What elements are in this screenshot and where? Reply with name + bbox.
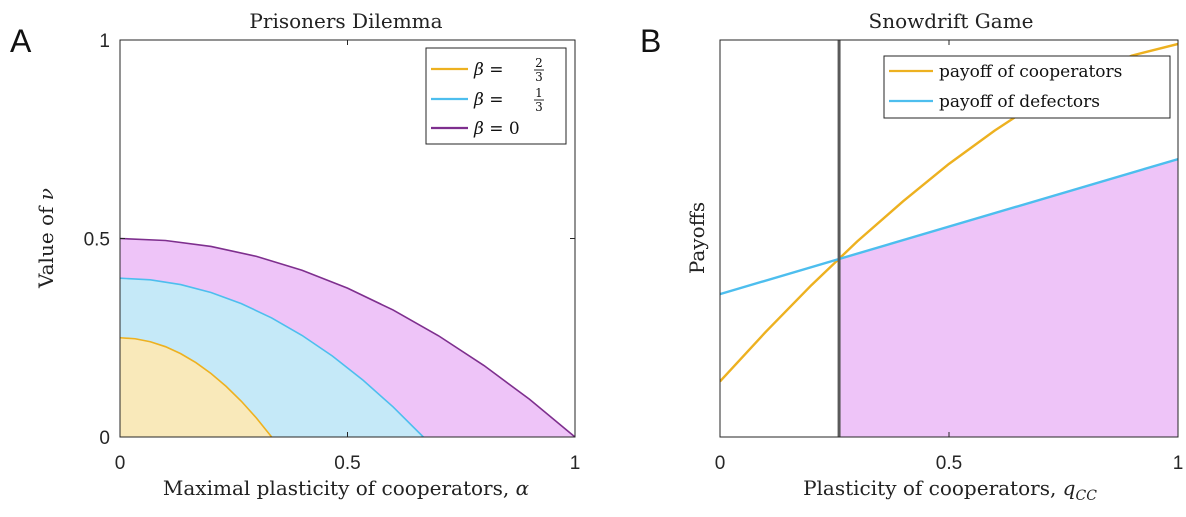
y-tick-label-a-0: 0: [99, 428, 110, 449]
legend-beta-2-3-den: 3: [535, 70, 543, 84]
area-line-0: [119, 237, 576, 438]
legend-b: payoff of cooperators payoff of defector…: [883, 55, 1171, 119]
x-tick-label-b-1: 0.5: [936, 453, 962, 474]
line-payoff-of-defectors: [720, 157, 1178, 296]
legend-label-defectors: payoff of defectors: [939, 92, 1100, 112]
legend-a: β = 2 3 β = 1 3 β = 0: [425, 47, 567, 145]
legend-item-cooperators: payoff of cooperators: [889, 62, 1122, 82]
x-axis-label-a-symbol: α: [516, 476, 530, 500]
x-tick-label-a-0: 0: [115, 453, 126, 474]
legend-label-beta-1-3: β =: [473, 90, 503, 110]
x-axis-label-b: Plasticity of cooperators, qCC: [803, 476, 1097, 504]
panel-letter-b: B: [640, 23, 661, 59]
legend-item-beta-2-3: β = 2 3: [431, 56, 544, 84]
x-tick-label-b-0: 0: [715, 453, 726, 474]
defector-advantage-region: [839, 159, 1178, 437]
legend-beta-0-prefix: β =: [473, 119, 509, 139]
x-axis-label-a: Maximal plasticity of cooperators, α: [163, 476, 530, 500]
area-line-2-3: [119, 336, 273, 438]
legend-item-beta-0: β = 0: [431, 119, 520, 139]
area-lines-a: [119, 237, 576, 438]
ticks-a: 0 0.5 1 0 0.5 1: [84, 31, 581, 474]
ticks-b: 0 0.5 1: [715, 40, 1184, 474]
legend-beta-0-value: 0: [509, 119, 520, 139]
legend-beta-1-3-num: 1: [535, 86, 543, 100]
x-tick-label-a-1: 0.5: [334, 453, 360, 474]
legend-b-box: [883, 55, 1171, 119]
panel-b: B Snowdrift Game 0 0.5 1 Plasticity of coo…: [640, 9, 1183, 504]
y-axis-label-a-text: Value of: [34, 200, 58, 289]
legend-beta-1-3-den: 3: [535, 100, 543, 114]
legend-beta-1-3-prefix: β =: [473, 90, 503, 110]
x-tick-label-b-2: 1: [1173, 453, 1184, 474]
panel-letter-a: A: [10, 23, 32, 59]
chart-title-b: Snowdrift Game: [869, 9, 1034, 33]
x-axis-label-b-text: Plasticity of cooperators,: [803, 476, 1063, 500]
area-fill-2-3: [120, 337, 272, 437]
legend-beta-2-3-num: 2: [535, 56, 543, 70]
legend-item-defectors: payoff of defectors: [889, 92, 1100, 112]
legend-label-beta-2-3: β =: [473, 60, 503, 80]
legend-item-beta-1-3: β = 1 3: [431, 86, 544, 114]
x-tick-label-a-2: 1: [570, 453, 581, 474]
legend-beta-2-3-prefix: β =: [473, 60, 503, 80]
y-axis-label-a: Value of ν: [34, 188, 58, 289]
x-axis-label-b-symbol: q: [1063, 476, 1076, 500]
area-line-1-3: [119, 277, 424, 438]
y-axis-label-b: Payoffs: [685, 202, 709, 274]
y-tick-label-a-1: 0.5: [84, 230, 110, 251]
y-tick-label-a-2: 1: [99, 31, 110, 52]
panel-a: A Prisoners Dilemma 0 0.5 1 0 0.5 1 Maximal p…: [10, 9, 580, 500]
y-axis-label-a-symbol: ν: [34, 188, 58, 200]
region-fill-b: [839, 159, 1178, 437]
x-axis-label-a-text: Maximal plasticity of cooperators,: [163, 476, 516, 500]
legend-label-cooperators: payoff of cooperators: [939, 62, 1122, 82]
area-fills-a: [120, 238, 575, 437]
legend-label-beta-0: β = 0: [473, 119, 520, 139]
chart-title-a: Prisoners Dilemma: [249, 9, 442, 33]
x-axis-label-b-subscript: CC: [1075, 488, 1097, 504]
